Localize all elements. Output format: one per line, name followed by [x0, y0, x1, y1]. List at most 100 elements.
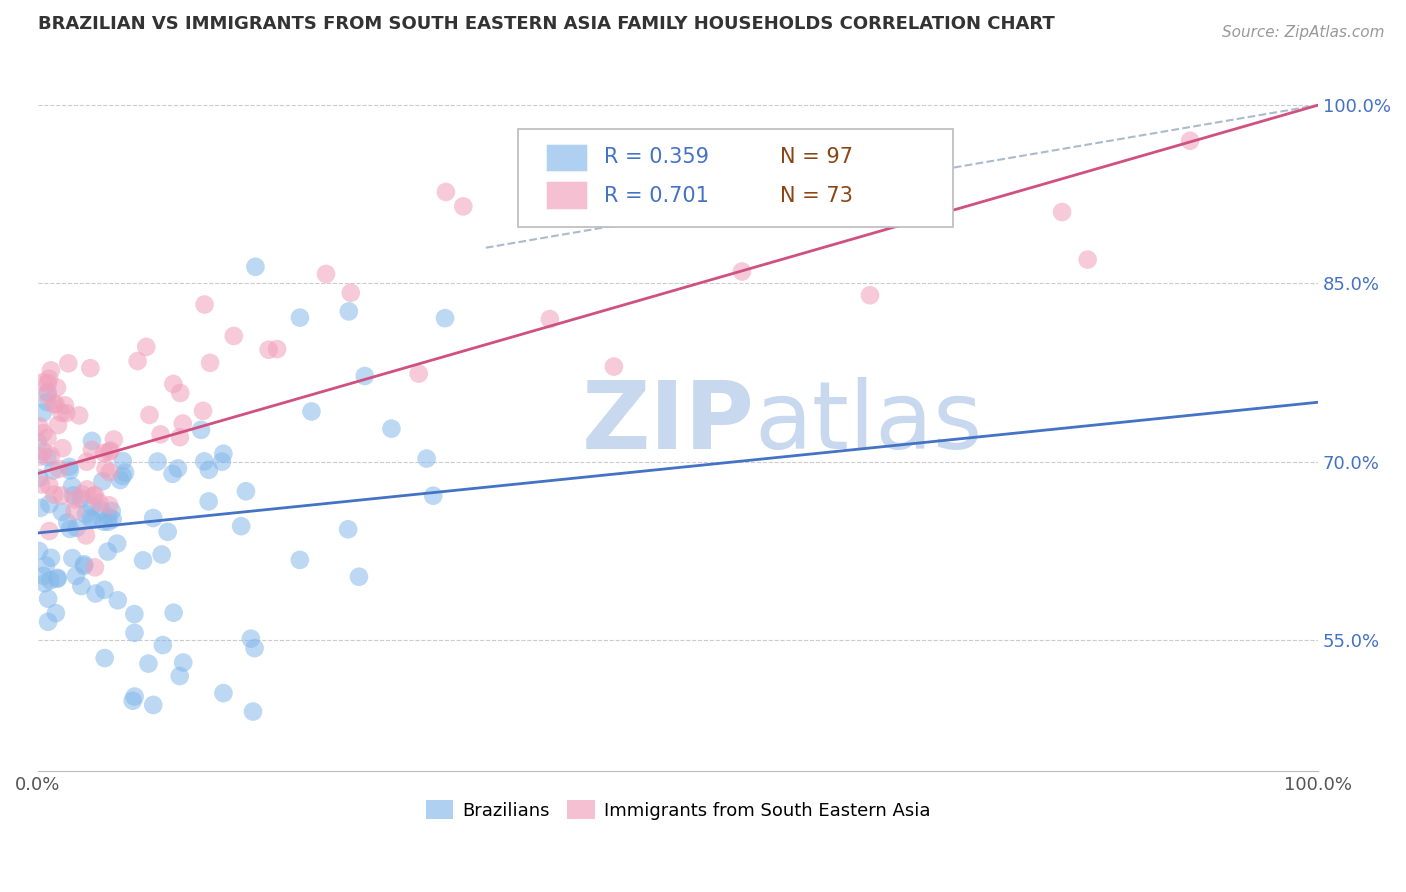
- Point: [169, 669, 191, 683]
- Point: [69, 491, 91, 506]
- Point: [315, 267, 337, 281]
- Point: [337, 304, 360, 318]
- Point: [44, 488, 66, 502]
- Point: [1077, 252, 1099, 267]
- Point: [235, 484, 257, 499]
- Point: [38, 524, 60, 538]
- Point: [32, 444, 55, 458]
- Point: [107, 593, 129, 607]
- Point: [42, 464, 65, 478]
- Point: [149, 427, 172, 442]
- Point: [93, 582, 115, 597]
- Point: [111, 469, 134, 483]
- Point: [127, 354, 149, 368]
- Point: [28, 544, 51, 558]
- Point: [55, 406, 77, 420]
- Point: [37, 615, 59, 629]
- Point: [91, 475, 114, 489]
- Point: [28, 450, 51, 464]
- Point: [75, 507, 97, 521]
- Point: [169, 386, 191, 401]
- Point: [56, 516, 79, 530]
- Point: [222, 329, 245, 343]
- Point: [162, 376, 184, 391]
- Point: [37, 591, 59, 606]
- Point: [731, 264, 754, 278]
- Point: [124, 607, 146, 621]
- Point: [32, 568, 55, 582]
- Point: [37, 431, 59, 445]
- Point: [98, 498, 121, 512]
- Point: [142, 511, 165, 525]
- Point: [82, 513, 104, 527]
- Point: [198, 356, 221, 370]
- Point: [39, 550, 62, 565]
- Point: [80, 442, 103, 457]
- Point: [35, 558, 58, 573]
- Point: [97, 544, 120, 558]
- Text: N = 97: N = 97: [780, 147, 853, 168]
- Point: [212, 447, 235, 461]
- Point: [53, 398, 76, 412]
- Point: [243, 641, 266, 656]
- Point: [60, 479, 83, 493]
- Point: [142, 698, 165, 712]
- Point: [58, 459, 80, 474]
- Point: [301, 404, 323, 418]
- Point: [45, 606, 67, 620]
- Point: [39, 449, 62, 463]
- Point: [105, 536, 128, 550]
- FancyBboxPatch shape: [546, 144, 586, 171]
- Point: [37, 385, 59, 400]
- Point: [84, 560, 107, 574]
- Point: [76, 455, 98, 469]
- Point: [212, 686, 235, 700]
- Text: R = 0.359: R = 0.359: [603, 147, 709, 168]
- Point: [70, 579, 93, 593]
- Point: [353, 369, 375, 384]
- FancyBboxPatch shape: [517, 129, 953, 227]
- Point: [62, 488, 84, 502]
- Point: [93, 515, 115, 529]
- Point: [31, 406, 53, 420]
- Point: [198, 463, 221, 477]
- Point: [35, 388, 58, 402]
- Point: [51, 406, 73, 420]
- Point: [46, 572, 69, 586]
- Point: [169, 430, 191, 444]
- Point: [193, 454, 215, 468]
- Point: [242, 705, 264, 719]
- Point: [93, 651, 115, 665]
- Point: [162, 606, 184, 620]
- Point: [111, 454, 134, 468]
- Point: [34, 576, 56, 591]
- Point: [44, 396, 66, 410]
- Point: [46, 571, 69, 585]
- Point: [380, 422, 402, 436]
- Point: [288, 310, 311, 325]
- Point: [132, 553, 155, 567]
- Point: [63, 492, 86, 507]
- Point: [75, 528, 97, 542]
- Point: [415, 451, 437, 466]
- Point: [27, 435, 49, 450]
- Point: [172, 417, 194, 431]
- Point: [30, 500, 52, 515]
- Point: [38, 497, 60, 511]
- Point: [79, 511, 101, 525]
- Point: [51, 441, 73, 455]
- Point: [191, 404, 214, 418]
- Point: [67, 409, 90, 423]
- Point: [114, 466, 136, 480]
- Point: [60, 551, 83, 566]
- Point: [89, 496, 111, 510]
- Text: R = 0.701: R = 0.701: [603, 186, 709, 206]
- Point: [80, 434, 103, 448]
- Point: [422, 489, 444, 503]
- Point: [100, 504, 122, 518]
- Point: [59, 463, 82, 477]
- Point: [538, 312, 561, 326]
- Text: N = 73: N = 73: [780, 186, 853, 206]
- Point: [58, 356, 80, 370]
- Point: [98, 444, 121, 458]
